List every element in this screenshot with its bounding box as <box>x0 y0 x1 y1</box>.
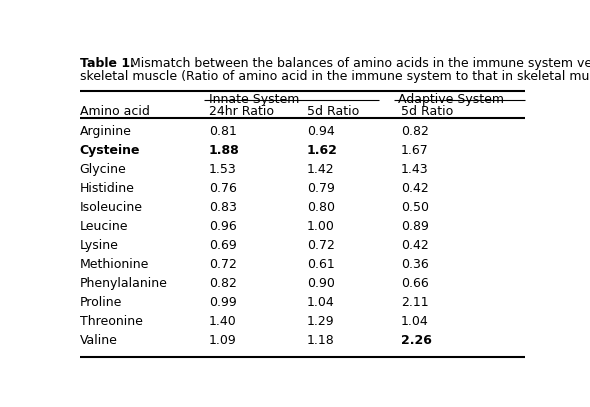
Text: 1.09: 1.09 <box>209 334 237 347</box>
Text: 2.11: 2.11 <box>401 296 428 309</box>
Text: 0.80: 0.80 <box>307 201 335 214</box>
Text: 1.53: 1.53 <box>209 163 237 176</box>
Text: 0.42: 0.42 <box>401 182 428 195</box>
Text: 1.29: 1.29 <box>307 315 335 328</box>
Text: 0.83: 0.83 <box>209 201 237 214</box>
Text: 1.00: 1.00 <box>307 220 335 233</box>
Text: Valine: Valine <box>80 334 117 347</box>
Text: Threonine: Threonine <box>80 315 143 328</box>
Text: 0.96: 0.96 <box>209 220 237 233</box>
Text: 1.04: 1.04 <box>401 315 428 328</box>
Text: 0.76: 0.76 <box>209 182 237 195</box>
Text: 1.62: 1.62 <box>307 144 338 157</box>
Text: 1.88: 1.88 <box>209 144 240 157</box>
Text: Cysteine: Cysteine <box>80 144 140 157</box>
Text: Methionine: Methionine <box>80 258 149 271</box>
Text: 1.04: 1.04 <box>307 296 335 309</box>
Text: Mismatch between the balances of amino acids in the immune system versus in: Mismatch between the balances of amino a… <box>122 57 590 70</box>
Text: Histidine: Histidine <box>80 182 135 195</box>
Text: Table 1.: Table 1. <box>80 57 135 70</box>
Text: 0.42: 0.42 <box>401 239 428 252</box>
Text: 5d Ratio: 5d Ratio <box>401 105 453 118</box>
Text: Innate System: Innate System <box>209 93 299 106</box>
Text: 1.40: 1.40 <box>209 315 237 328</box>
Text: 0.69: 0.69 <box>209 239 237 252</box>
Text: Isoleucine: Isoleucine <box>80 201 143 214</box>
Text: 0.72: 0.72 <box>307 239 335 252</box>
Text: Amino acid: Amino acid <box>80 105 150 118</box>
Text: 0.82: 0.82 <box>209 277 237 290</box>
Text: Phenylalanine: Phenylalanine <box>80 277 168 290</box>
Text: Leucine: Leucine <box>80 220 128 233</box>
Text: Glycine: Glycine <box>80 163 126 176</box>
Text: 0.66: 0.66 <box>401 277 428 290</box>
Text: 0.94: 0.94 <box>307 125 335 138</box>
Text: Adaptive System: Adaptive System <box>398 93 504 106</box>
Text: 0.50: 0.50 <box>401 201 429 214</box>
Text: 0.36: 0.36 <box>401 258 428 271</box>
Text: 0.89: 0.89 <box>401 220 428 233</box>
Text: 1.67: 1.67 <box>401 144 428 157</box>
Text: Lysine: Lysine <box>80 239 119 252</box>
Text: 24hr Ratio: 24hr Ratio <box>209 105 274 118</box>
Text: 1.43: 1.43 <box>401 163 428 176</box>
Text: 2.26: 2.26 <box>401 334 431 347</box>
Text: Arginine: Arginine <box>80 125 132 138</box>
Text: 0.81: 0.81 <box>209 125 237 138</box>
Text: 0.72: 0.72 <box>209 258 237 271</box>
Text: 1.18: 1.18 <box>307 334 335 347</box>
Text: 0.90: 0.90 <box>307 277 335 290</box>
Text: 0.79: 0.79 <box>307 182 335 195</box>
Text: 0.99: 0.99 <box>209 296 237 309</box>
Text: skeletal muscle (Ratio of amino acid in the immune system to that in skeletal mu: skeletal muscle (Ratio of amino acid in … <box>80 70 590 83</box>
Text: 1.42: 1.42 <box>307 163 335 176</box>
Text: 5d Ratio: 5d Ratio <box>307 105 359 118</box>
Text: Proline: Proline <box>80 296 122 309</box>
Text: 0.82: 0.82 <box>401 125 428 138</box>
Text: 0.61: 0.61 <box>307 258 335 271</box>
